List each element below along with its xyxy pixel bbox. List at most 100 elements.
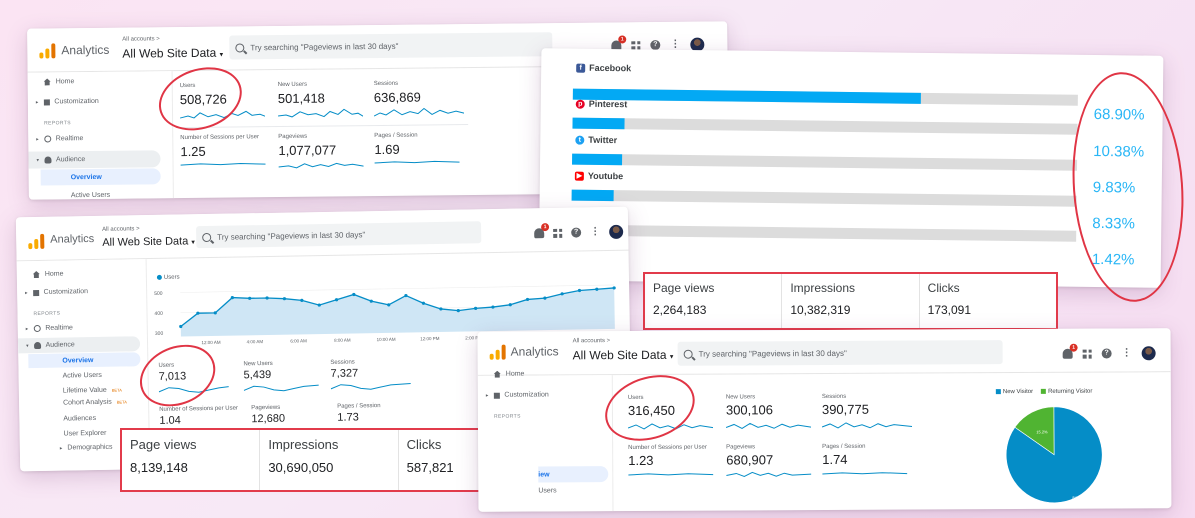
nav-customization[interactable]: ▸ Customization xyxy=(486,391,549,398)
search-placeholder: Try searching "Pageviews in last 30 days… xyxy=(250,41,399,52)
property-selector[interactable]: All Web Site Data ▾ xyxy=(122,46,223,61)
metric-label: Pages / Session xyxy=(337,403,381,410)
nav-audience[interactable]: ▾ Audience xyxy=(36,156,85,164)
metric-value: 390,775 xyxy=(821,401,869,418)
data-point xyxy=(525,297,530,302)
metric-pageviews[interactable]: Pageviews 12,680 xyxy=(251,405,285,426)
notification-badge: 1 xyxy=(618,35,627,44)
nav-home[interactable]: Home xyxy=(44,78,74,85)
metric-new-users[interactable]: New Users 5,439 xyxy=(243,360,319,393)
metric-new-users[interactable]: New Users 300,106 xyxy=(726,394,812,431)
nav-audience-label: Audience xyxy=(55,156,86,164)
nav-active-users[interactable]: Active Users xyxy=(71,192,110,199)
clock-icon xyxy=(43,135,51,143)
x-tick-label: 4:00 AM xyxy=(247,339,264,344)
home-icon xyxy=(44,78,51,85)
share-bar-fill xyxy=(572,153,622,166)
notifications-icon[interactable]: 1 xyxy=(1062,343,1078,359)
reports-heading: REPORTS xyxy=(44,120,72,127)
metric-sessions[interactable]: Sessions 390,775 xyxy=(821,394,913,431)
search-bar[interactable]: Try searching "Pageviews in last 30 days… xyxy=(677,340,1003,366)
nav-active-users[interactable]: Active Users xyxy=(63,372,102,380)
nav-demographics[interactable]: ▸ Demographics xyxy=(60,444,113,452)
nav-user-explorer[interactable]: User Explorer xyxy=(64,430,107,438)
nav-customization[interactable]: ▸ Customization xyxy=(36,98,99,106)
summary-value: 587,821 xyxy=(406,460,454,475)
more-vert-icon[interactable]: ⋮ xyxy=(1121,347,1132,359)
nav-realtime[interactable]: ▸ Realtime xyxy=(36,135,83,143)
social-label-facebook: f Facebook xyxy=(576,63,631,73)
nav-overview[interactable]: Overview xyxy=(62,357,93,365)
metric-pages-per-session[interactable]: Pages / Session 1.69 xyxy=(374,132,460,167)
metric-sessions[interactable]: Sessions 7,327 xyxy=(330,358,411,391)
nav-audience[interactable]: ▾ Audience xyxy=(26,341,75,350)
apps-grid-icon[interactable] xyxy=(553,228,563,238)
x-tick-label: 6:00 AM xyxy=(290,338,307,343)
data-point xyxy=(474,306,478,310)
metric-label: Number of Sessions per User xyxy=(180,134,260,142)
metric-new-users[interactable]: New Users 501,418 xyxy=(277,81,364,120)
sparkline xyxy=(821,422,913,429)
expand-arrow-icon: ▸ xyxy=(485,392,489,399)
property-selector[interactable]: All Web Site Data ▾ xyxy=(573,348,674,362)
metric-sessions[interactable]: Sessions 636,869 xyxy=(373,80,465,119)
search-bar[interactable]: Try searching "Pageviews in last 30 days… xyxy=(196,221,482,249)
nav-overview[interactable]: Overview xyxy=(71,174,102,181)
data-point xyxy=(248,296,252,300)
data-point xyxy=(265,296,269,300)
property-selector[interactable]: All Web Site Data ▾ xyxy=(102,235,195,248)
account-breadcrumb[interactable]: All accounts > xyxy=(572,338,611,345)
legend-label: New Visitor xyxy=(1002,388,1034,396)
nav-overview[interactable]: iew xyxy=(538,471,549,478)
apps-grid-icon[interactable] xyxy=(1082,349,1092,359)
metric-pages-per-session[interactable]: Pages / Session 1.74 xyxy=(822,444,908,479)
account-breadcrumb[interactable]: All accounts > xyxy=(102,226,140,233)
metric-pageviews[interactable]: Pageviews 1,077,077 xyxy=(278,133,364,170)
x-tick-label: 12:00 AM xyxy=(201,340,220,345)
avatar[interactable] xyxy=(1141,346,1156,361)
nav-realtime[interactable]: ▸ Realtime xyxy=(26,324,73,333)
summary-value: 30,690,050 xyxy=(268,460,334,475)
nav-overview-label: iew xyxy=(538,471,550,479)
metric-users[interactable]: Users 7,013 xyxy=(158,362,229,395)
summary-label: Page views xyxy=(653,281,715,295)
nav-realtime-label: Realtime xyxy=(45,324,73,332)
search-bar[interactable]: Try searching "Pageviews in last 30 days… xyxy=(229,32,553,60)
nav-cohort-analysis[interactable]: Cohort Analysis BETA xyxy=(63,398,127,407)
nav-audiences[interactable]: Audiences xyxy=(63,415,96,423)
account-breadcrumb[interactable]: All accounts > xyxy=(122,36,160,43)
help-icon[interactable]: ? xyxy=(1101,348,1112,359)
metric-label: Sessions xyxy=(373,80,399,88)
top-bar: Analytics All accounts > All Web Site Da… xyxy=(477,328,1171,376)
metric-pageviews[interactable]: Pageviews 680,907 xyxy=(726,444,812,479)
summary-box-a: Page views 2,264,183 Impressions 10,382,31… xyxy=(643,272,1058,330)
notifications-icon[interactable]: 1 xyxy=(534,223,550,239)
avatar[interactable] xyxy=(609,224,624,240)
nav-lifetime-value[interactable]: Lifetime Value BETA xyxy=(63,387,122,395)
nav-cohort-label: Cohort Analysis xyxy=(63,398,112,407)
metric-label: Number of Sessions per User xyxy=(628,444,707,452)
summary-label: Page views xyxy=(130,437,197,452)
metric-users[interactable]: Users 316,450 xyxy=(628,395,714,432)
line-area xyxy=(180,287,615,337)
analytics-card-3: Analytics All accounts > All Web Site Da… xyxy=(477,328,1172,512)
customization-icon xyxy=(32,289,39,296)
metric-sessions-per-user[interactable]: Number of Sessions per User 1.04 xyxy=(159,406,238,427)
nav-customization[interactable]: ▸ Customization xyxy=(25,288,88,296)
metric-pages-per-session[interactable]: Pages / Session 1.73 xyxy=(337,403,381,424)
nav-active-users[interactable]: Users xyxy=(538,487,556,494)
metric-sessions-per-user[interactable]: Number of Sessions per User 1.25 xyxy=(180,134,266,169)
metric-value: 680,907 xyxy=(726,452,774,468)
share-bar-fill xyxy=(572,117,625,130)
more-vert-icon[interactable]: ⋮ xyxy=(590,226,601,238)
nav-home[interactable]: Home xyxy=(33,271,64,279)
nav-home[interactable]: Home xyxy=(494,371,524,378)
sparkline xyxy=(277,108,364,118)
data-point xyxy=(456,309,460,313)
metric-users[interactable]: Users 508,726 xyxy=(180,82,266,121)
metric-sessions-per-user[interactable]: Number of Sessions per User 1.23 xyxy=(628,444,714,480)
more-vert-icon[interactable]: ⋮ xyxy=(670,38,681,50)
help-icon[interactable]: ? xyxy=(571,227,582,238)
expand-arrow-icon: ▾ xyxy=(26,342,29,349)
share-bar-fill xyxy=(571,189,614,202)
